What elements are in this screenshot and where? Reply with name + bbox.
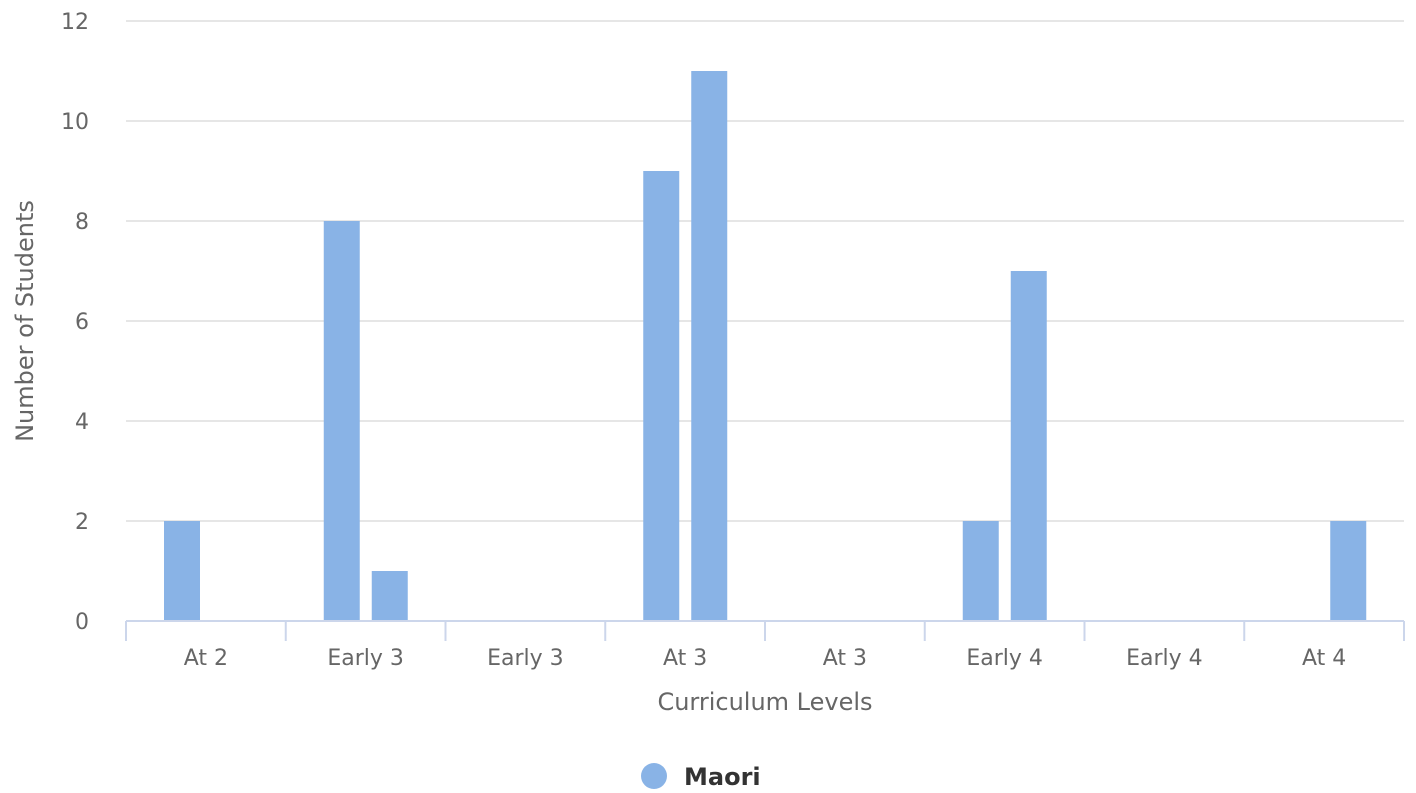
y-tick-label: 6 [75,310,89,335]
grid-lines [126,20,1404,522]
bar[interactable] [1010,271,1047,621]
y-tick-label: 8 [75,210,89,235]
x-axis-title: Curriculum Levels [657,688,872,716]
legend[interactable]: Maori [641,763,761,791]
bar[interactable] [1330,521,1367,621]
x-tick-label: Early 4 [966,646,1043,671]
y-tick-label: 2 [75,510,89,535]
bar[interactable] [323,221,360,621]
y-tick-label: 10 [61,110,89,135]
x-tick-label: At 3 [823,646,867,671]
y-tick-label: 4 [75,410,89,435]
x-tick-label: Early 3 [487,646,564,671]
x-tick-label: At 4 [1302,646,1346,671]
bar[interactable] [164,521,200,621]
y-axis-title: Number of Students [11,200,39,442]
legend-label-maori: Maori [684,763,761,791]
bar[interactable] [371,571,408,621]
y-axis-tick-labels: 0 2 4 6 8 10 12 [61,10,89,635]
x-tick-label: At 3 [663,646,707,671]
bar[interactable] [962,521,999,621]
y-tick-label: 0 [75,610,89,635]
x-tick-label: Early 3 [327,646,404,671]
x-tick-label: At 2 [184,646,228,671]
bar[interactable] [691,71,728,621]
legend-marker-maori [641,763,667,789]
x-tick-label: Early 4 [1126,646,1203,671]
x-axis: At 2 Early 3 Early 3 At 3 At 3 Early 4 Early 4… [125,620,1405,671]
bar[interactable] [643,171,680,621]
y-tick-label: 12 [61,10,89,35]
bars [164,71,1367,621]
